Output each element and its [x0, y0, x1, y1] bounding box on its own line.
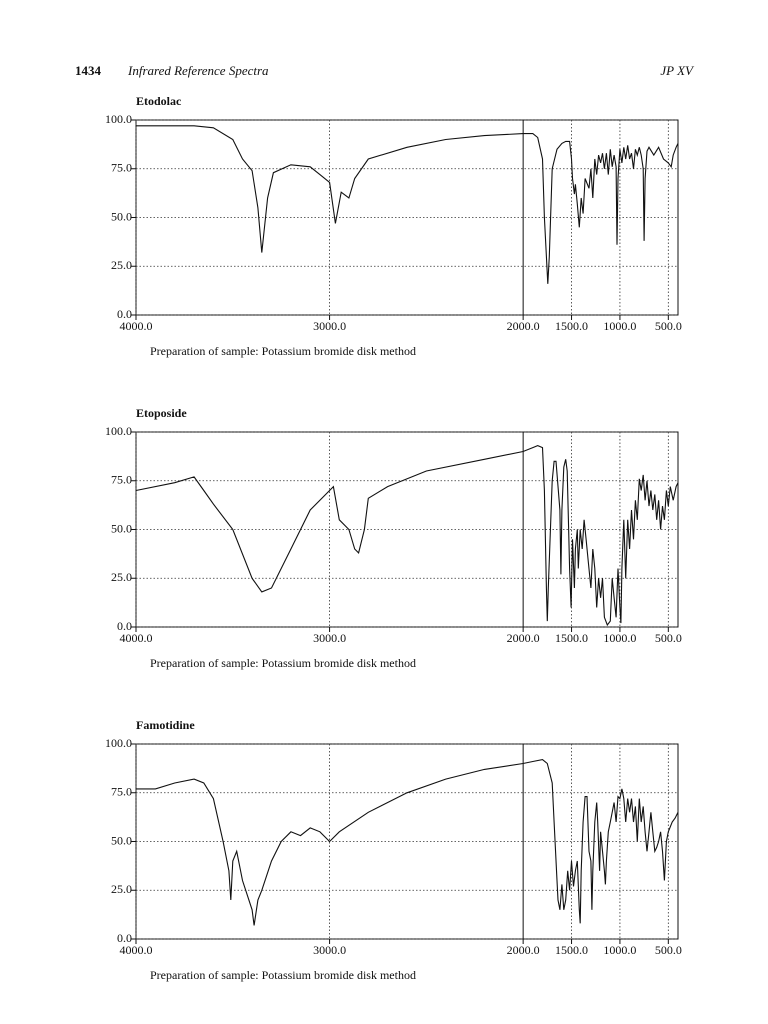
y-tick-label: 75.0 — [111, 161, 132, 175]
chart-title: Famotidine — [136, 718, 195, 732]
y-tick-label: 50.0 — [111, 521, 132, 535]
y-tick-label: 50.0 — [111, 209, 132, 223]
x-tick-label: 1500.0 — [555, 943, 588, 957]
x-tick-label: 1500.0 — [555, 319, 588, 333]
running-title: Infrared Reference Spectra — [127, 63, 269, 78]
y-tick-label: 100.0 — [105, 424, 132, 438]
sample-note: Preparation of sample: Potassium bromide… — [150, 344, 416, 358]
y-tick-label: 25.0 — [111, 258, 132, 272]
x-tick-label: 2000.0 — [507, 943, 540, 957]
sample-note: Preparation of sample: Potassium bromide… — [150, 968, 416, 982]
spectrum-line — [136, 125, 679, 284]
y-tick-label: 100.0 — [105, 736, 132, 750]
x-tick-label: 1500.0 — [555, 631, 588, 645]
chart-title: Etodolac — [136, 94, 182, 108]
x-tick-label: 500.0 — [655, 631, 682, 645]
x-tick-label: 2000.0 — [507, 319, 540, 333]
y-tick-label: 25.0 — [111, 570, 132, 584]
y-tick-label: 25.0 — [111, 882, 132, 896]
y-tick-label: 50.0 — [111, 833, 132, 847]
x-tick-label: 500.0 — [655, 943, 682, 957]
edition: JP XV — [660, 63, 695, 78]
y-tick-label: 0.0 — [117, 931, 132, 945]
spectrum-line — [135, 445, 679, 627]
x-tick-label: 4000.0 — [120, 631, 153, 645]
x-tick-label: 1000.0 — [603, 943, 636, 957]
x-tick-label: 1000.0 — [603, 319, 636, 333]
y-tick-label: 0.0 — [117, 307, 132, 321]
x-tick-label: 3000.0 — [313, 943, 346, 957]
page-number: 1434 — [75, 63, 102, 78]
x-tick-label: 3000.0 — [313, 319, 346, 333]
x-tick-label: 4000.0 — [120, 943, 153, 957]
x-tick-label: 2000.0 — [507, 631, 540, 645]
y-tick-label: 75.0 — [111, 473, 132, 487]
x-tick-label: 3000.0 — [313, 631, 346, 645]
x-tick-label: 500.0 — [655, 319, 682, 333]
y-tick-label: 75.0 — [111, 785, 132, 799]
y-tick-label: 0.0 — [117, 619, 132, 633]
x-tick-label: 4000.0 — [120, 319, 153, 333]
spectrum-line — [136, 759, 679, 926]
sample-note: Preparation of sample: Potassium bromide… — [150, 656, 416, 670]
y-tick-label: 100.0 — [105, 112, 132, 126]
x-tick-label: 1000.0 — [603, 631, 636, 645]
chart-title: Etoposide — [136, 406, 187, 420]
